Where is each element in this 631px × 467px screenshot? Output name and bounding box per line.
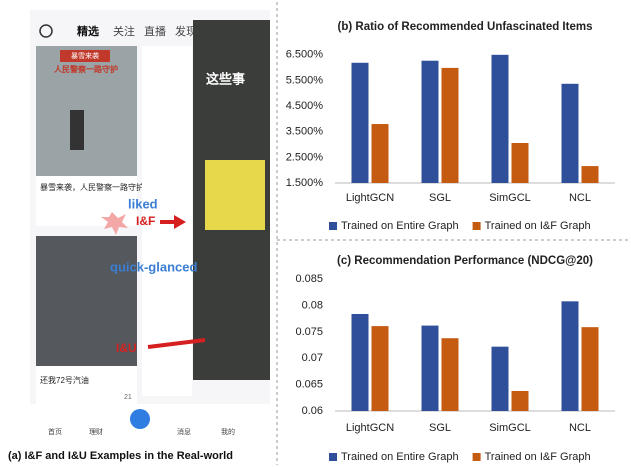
bar bbox=[562, 84, 579, 183]
nav-item[interactable]: 理财 bbox=[89, 427, 103, 436]
annotation: quick-glanced bbox=[110, 259, 197, 274]
caption: (a) I&F and I&U Examples in the Real-wor… bbox=[8, 450, 233, 462]
figure-shape bbox=[70, 110, 84, 150]
legend-label: Trained on Entire Graph bbox=[341, 451, 459, 463]
card-caption: 还我72号汽油 bbox=[40, 375, 89, 385]
y-tick-label: 1.500% bbox=[286, 177, 324, 189]
chart-title: (c) Recommendation Performance (NDCG@20) bbox=[337, 255, 593, 267]
chart-title: (b) Ratio of Recommended Unfascinated It… bbox=[338, 21, 593, 33]
y-tick-label: 0.07 bbox=[302, 352, 323, 364]
badge-text: 暴雪来袭 bbox=[71, 51, 99, 60]
y-tick-label: 0.065 bbox=[295, 379, 323, 391]
likes: 21 bbox=[124, 394, 132, 401]
y-tick-label: 6.500% bbox=[286, 49, 324, 61]
bar bbox=[492, 55, 509, 183]
video-object bbox=[205, 160, 265, 230]
nav-item[interactable]: 消息 bbox=[177, 427, 191, 436]
video-text: 这些事 bbox=[206, 71, 245, 86]
x-tick-label: LightGCN bbox=[346, 192, 394, 204]
bar bbox=[442, 338, 459, 411]
annotation: I&U bbox=[116, 341, 137, 355]
bar bbox=[352, 63, 369, 183]
legend-label: Trained on Entire Graph bbox=[341, 220, 459, 232]
legend-swatch bbox=[329, 222, 337, 230]
y-tick-label: 5.500% bbox=[286, 74, 324, 86]
legend-swatch bbox=[473, 222, 481, 230]
bar bbox=[372, 124, 389, 183]
bar bbox=[512, 143, 529, 183]
bar bbox=[512, 391, 529, 411]
banner: 人民警察一路守护 bbox=[54, 64, 118, 74]
y-tick-label: 3.500% bbox=[286, 126, 324, 138]
tab[interactable]: 直播 bbox=[144, 24, 166, 38]
card-caption: 暴雪来袭，人民警察一路守护 bbox=[40, 182, 144, 192]
y-tick-label: 2.500% bbox=[286, 151, 324, 163]
legend-swatch bbox=[329, 453, 337, 461]
annotation: liked bbox=[128, 196, 158, 211]
bar bbox=[422, 326, 439, 411]
bar bbox=[422, 61, 439, 183]
bar bbox=[582, 327, 599, 411]
plus-button[interactable] bbox=[130, 409, 150, 429]
x-tick-label: NCL bbox=[569, 422, 591, 434]
x-tick-label: NCL bbox=[569, 192, 591, 204]
nav-item[interactable]: 首页 bbox=[48, 427, 62, 436]
y-tick-label: 0.075 bbox=[295, 326, 323, 338]
bar bbox=[442, 68, 459, 183]
y-tick-label: 0.08 bbox=[302, 299, 323, 311]
bar bbox=[492, 347, 509, 411]
bar bbox=[562, 301, 579, 411]
x-tick-label: SGL bbox=[429, 192, 451, 204]
legend-swatch bbox=[473, 453, 481, 461]
x-tick-label: LightGCN bbox=[346, 422, 394, 434]
y-tick-label: 4.500% bbox=[286, 100, 324, 112]
figure: 精选 关注 直播 发现 暴雪来袭 人民警察一路守护 暴雪来袭，人民警察一路守护 … bbox=[0, 0, 631, 467]
y-tick-label: 0.085 bbox=[295, 273, 323, 285]
tab[interactable]: 关注 bbox=[113, 24, 135, 38]
x-tick-label: SimGCL bbox=[489, 192, 531, 204]
bar bbox=[372, 326, 389, 411]
legend-label: Trained on I&F Graph bbox=[485, 220, 591, 232]
bar bbox=[582, 166, 599, 183]
bar bbox=[352, 314, 369, 411]
nav-item[interactable]: 我的 bbox=[221, 427, 235, 436]
x-tick-label: SGL bbox=[429, 422, 451, 434]
screenshot: 精选 关注 直播 发现 暴雪来袭 人民警察一路守护 暴雪来袭，人民警察一路守护 … bbox=[30, 10, 270, 440]
legend-label: Trained on I&F Graph bbox=[485, 451, 591, 463]
tab[interactable]: 精选 bbox=[77, 24, 99, 38]
y-tick-label: 0.06 bbox=[302, 405, 323, 417]
annotation: I&F bbox=[136, 214, 155, 228]
x-tick-label: SimGCL bbox=[489, 422, 531, 434]
